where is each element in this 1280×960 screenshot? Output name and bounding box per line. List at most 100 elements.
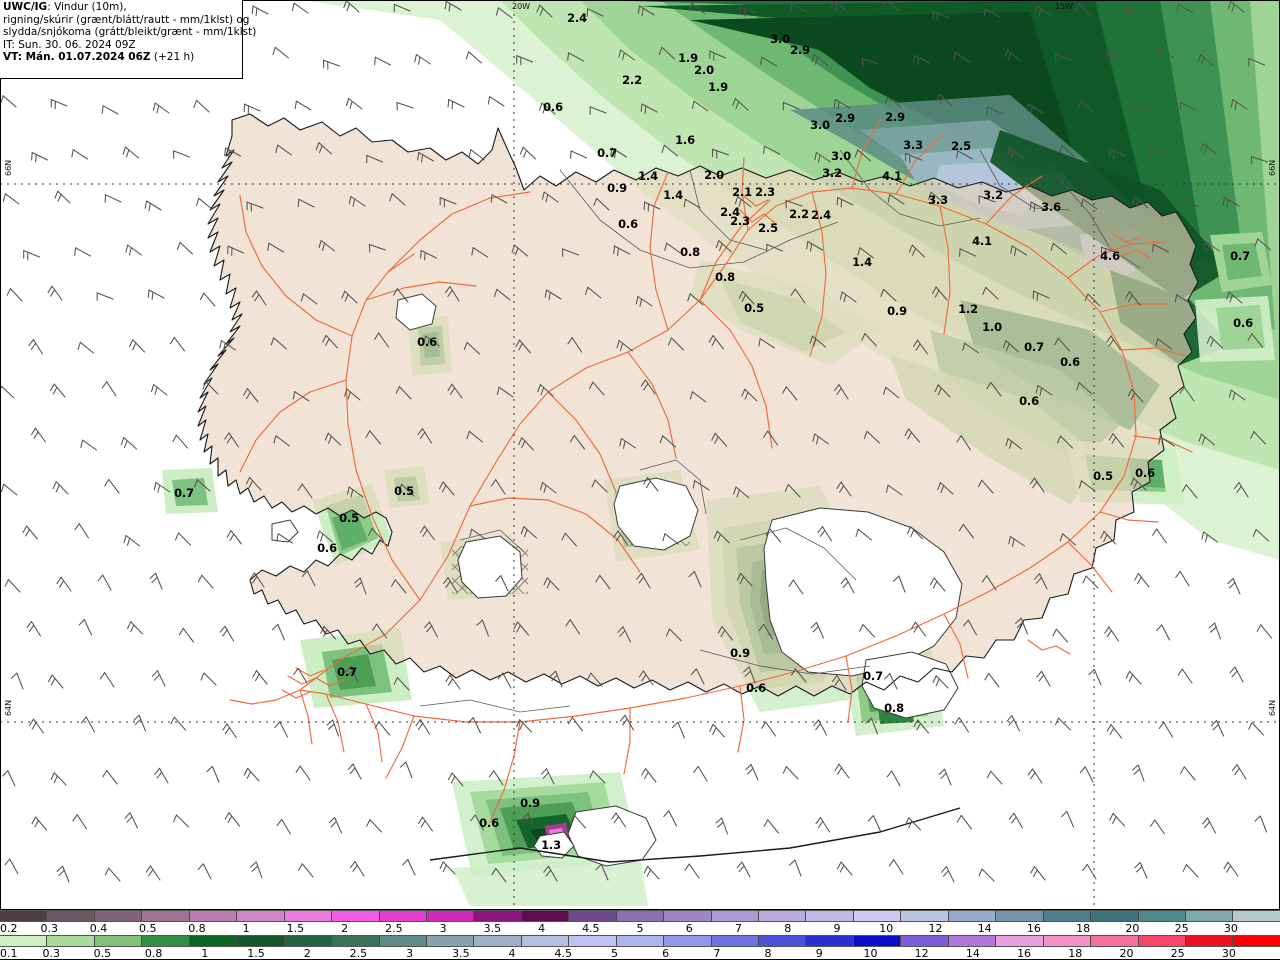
wind-barb-flag <box>813 719 820 727</box>
precip-value-label: 3.0 <box>770 32 790 46</box>
wind-barb-flag <box>170 716 175 725</box>
color-swatch[interactable] <box>142 911 190 921</box>
color-swatch[interactable] <box>569 936 617 946</box>
wind-barb-flag <box>1109 812 1114 821</box>
color-swatch[interactable] <box>806 936 854 946</box>
wind-barb-flag <box>887 194 891 203</box>
wind-barb-flag <box>1011 816 1017 824</box>
wind-barb-shaft <box>693 570 702 588</box>
wind-barb-flag <box>355 581 363 588</box>
color-swatch[interactable] <box>711 911 759 921</box>
color-swatch[interactable] <box>426 936 475 946</box>
wind-barb-shaft <box>334 816 343 834</box>
color-swatch[interactable] <box>1185 936 1234 946</box>
wind-barb-shaft <box>155 481 171 493</box>
color-swatch[interactable] <box>664 936 712 946</box>
color-swatch[interactable] <box>759 936 807 946</box>
color-swatch[interactable] <box>1091 911 1139 921</box>
color-swatch[interactable] <box>853 911 902 921</box>
graticule-label: 15W <box>1055 2 1074 11</box>
wind-barb-shaft <box>573 434 586 450</box>
color-swatch[interactable] <box>521 936 570 946</box>
color-swatch[interactable] <box>379 936 427 946</box>
color-swatch[interactable] <box>474 936 522 946</box>
wind-barb-shaft <box>571 716 584 732</box>
color-swatch[interactable] <box>901 911 949 921</box>
rain-shower-colorbar[interactable]: 0.1 0.3 0.5 0.8 1 1.5 2 2.5 3 3.5 4 4.5 5 6 7 8 9 10 12 14 1… <box>0 935 1280 960</box>
wind-barb-shaft <box>76 814 88 830</box>
color-swatch[interactable] <box>569 911 617 921</box>
wind-barb-shaft <box>763 623 774 640</box>
wind-barb-shaft <box>277 623 286 641</box>
color-swatch[interactable] <box>379 911 427 921</box>
wind-barb-flag <box>1106 724 1112 732</box>
wind-barb-shaft <box>1154 819 1166 835</box>
color-swatch[interactable] <box>284 911 333 921</box>
wind-barb-flag <box>839 485 845 493</box>
precip-value-label: 3.2 <box>983 188 1003 202</box>
wind-barb-shaft <box>939 482 954 495</box>
color-swatch[interactable] <box>521 911 570 921</box>
color-swatch[interactable] <box>759 911 807 921</box>
forecast-map[interactable]: 20W 15W 66N 66N 64N 64N 2.4 3.0 2.9 1.9 2.0 2.2 1.9… <box>0 0 1280 910</box>
color-swatch[interactable] <box>332 911 380 921</box>
color-swatch[interactable] <box>948 936 997 946</box>
color-swatch[interactable] <box>474 911 522 921</box>
wind-barb-flag <box>536 4 541 13</box>
color-swatch[interactable] <box>616 936 665 946</box>
wind-barb-flag <box>549 670 557 677</box>
wind-barb-flag <box>613 245 616 255</box>
tick-label: 25 <box>1170 947 1185 960</box>
color-swatch[interactable] <box>189 936 238 946</box>
wind-barb-shaft <box>541 102 556 115</box>
color-swatch[interactable] <box>1138 911 1186 921</box>
color-swatch[interactable] <box>1233 936 1280 946</box>
color-swatch[interactable] <box>332 936 380 946</box>
color-swatch[interactable] <box>0 911 48 921</box>
wind-barb-shaft <box>468 430 484 443</box>
rain-shower-color-strip[interactable] <box>0 935 1280 947</box>
color-swatch[interactable] <box>1091 936 1139 946</box>
color-swatch[interactable] <box>237 911 285 921</box>
color-swatch[interactable] <box>426 911 475 921</box>
wind-barb-shaft <box>841 291 857 303</box>
valid-time-label: VT: <box>3 51 22 64</box>
color-swatch[interactable] <box>1233 911 1280 921</box>
color-swatch[interactable] <box>901 936 949 946</box>
color-swatch[interactable] <box>996 936 1044 946</box>
wind-barb-shaft <box>405 761 413 779</box>
color-swatch[interactable] <box>1043 911 1092 921</box>
wind-barb-shaft <box>1159 47 1175 59</box>
wind-barb-flag <box>717 533 722 542</box>
color-swatch[interactable] <box>1138 936 1186 946</box>
color-swatch[interactable] <box>711 936 759 946</box>
color-swatch[interactable] <box>94 936 143 946</box>
color-swatch[interactable] <box>806 911 854 921</box>
snow-sleet-colorbar[interactable]: 0.2 0.3 0.4 0.5 0.8 1 1.5 2 2.5 3 3.5 4 4.5 5 6 7 8 9 10 12… <box>0 910 1280 935</box>
color-swatch[interactable] <box>0 936 48 946</box>
color-swatch[interactable] <box>948 911 997 921</box>
snow-sleet-color-strip[interactable] <box>0 910 1280 922</box>
tick: 12 <box>915 947 973 960</box>
color-swatch[interactable] <box>284 936 333 946</box>
color-swatch[interactable] <box>94 911 143 921</box>
color-swatch[interactable] <box>664 911 712 921</box>
color-swatch[interactable] <box>853 936 902 946</box>
wind-barb-shaft <box>1 385 15 399</box>
color-swatch[interactable] <box>142 936 190 946</box>
color-swatch[interactable] <box>1185 911 1234 921</box>
wind-barb-flag <box>817 526 824 534</box>
wind-barb-shaft <box>984 8 1001 18</box>
color-swatch[interactable] <box>616 911 665 921</box>
wind-barb-shaft <box>79 341 95 354</box>
color-swatch[interactable] <box>47 911 95 921</box>
wind-barb-shaft <box>1202 142 1218 155</box>
color-swatch[interactable] <box>1043 936 1092 946</box>
color-swatch[interactable] <box>996 911 1044 921</box>
wind-barb-shaft <box>945 866 955 883</box>
color-swatch[interactable] <box>189 911 238 921</box>
map-canvas <box>0 0 1280 910</box>
color-swatch[interactable] <box>237 936 285 946</box>
color-swatch[interactable] <box>47 936 95 946</box>
wind-barb-flag <box>539 102 543 111</box>
